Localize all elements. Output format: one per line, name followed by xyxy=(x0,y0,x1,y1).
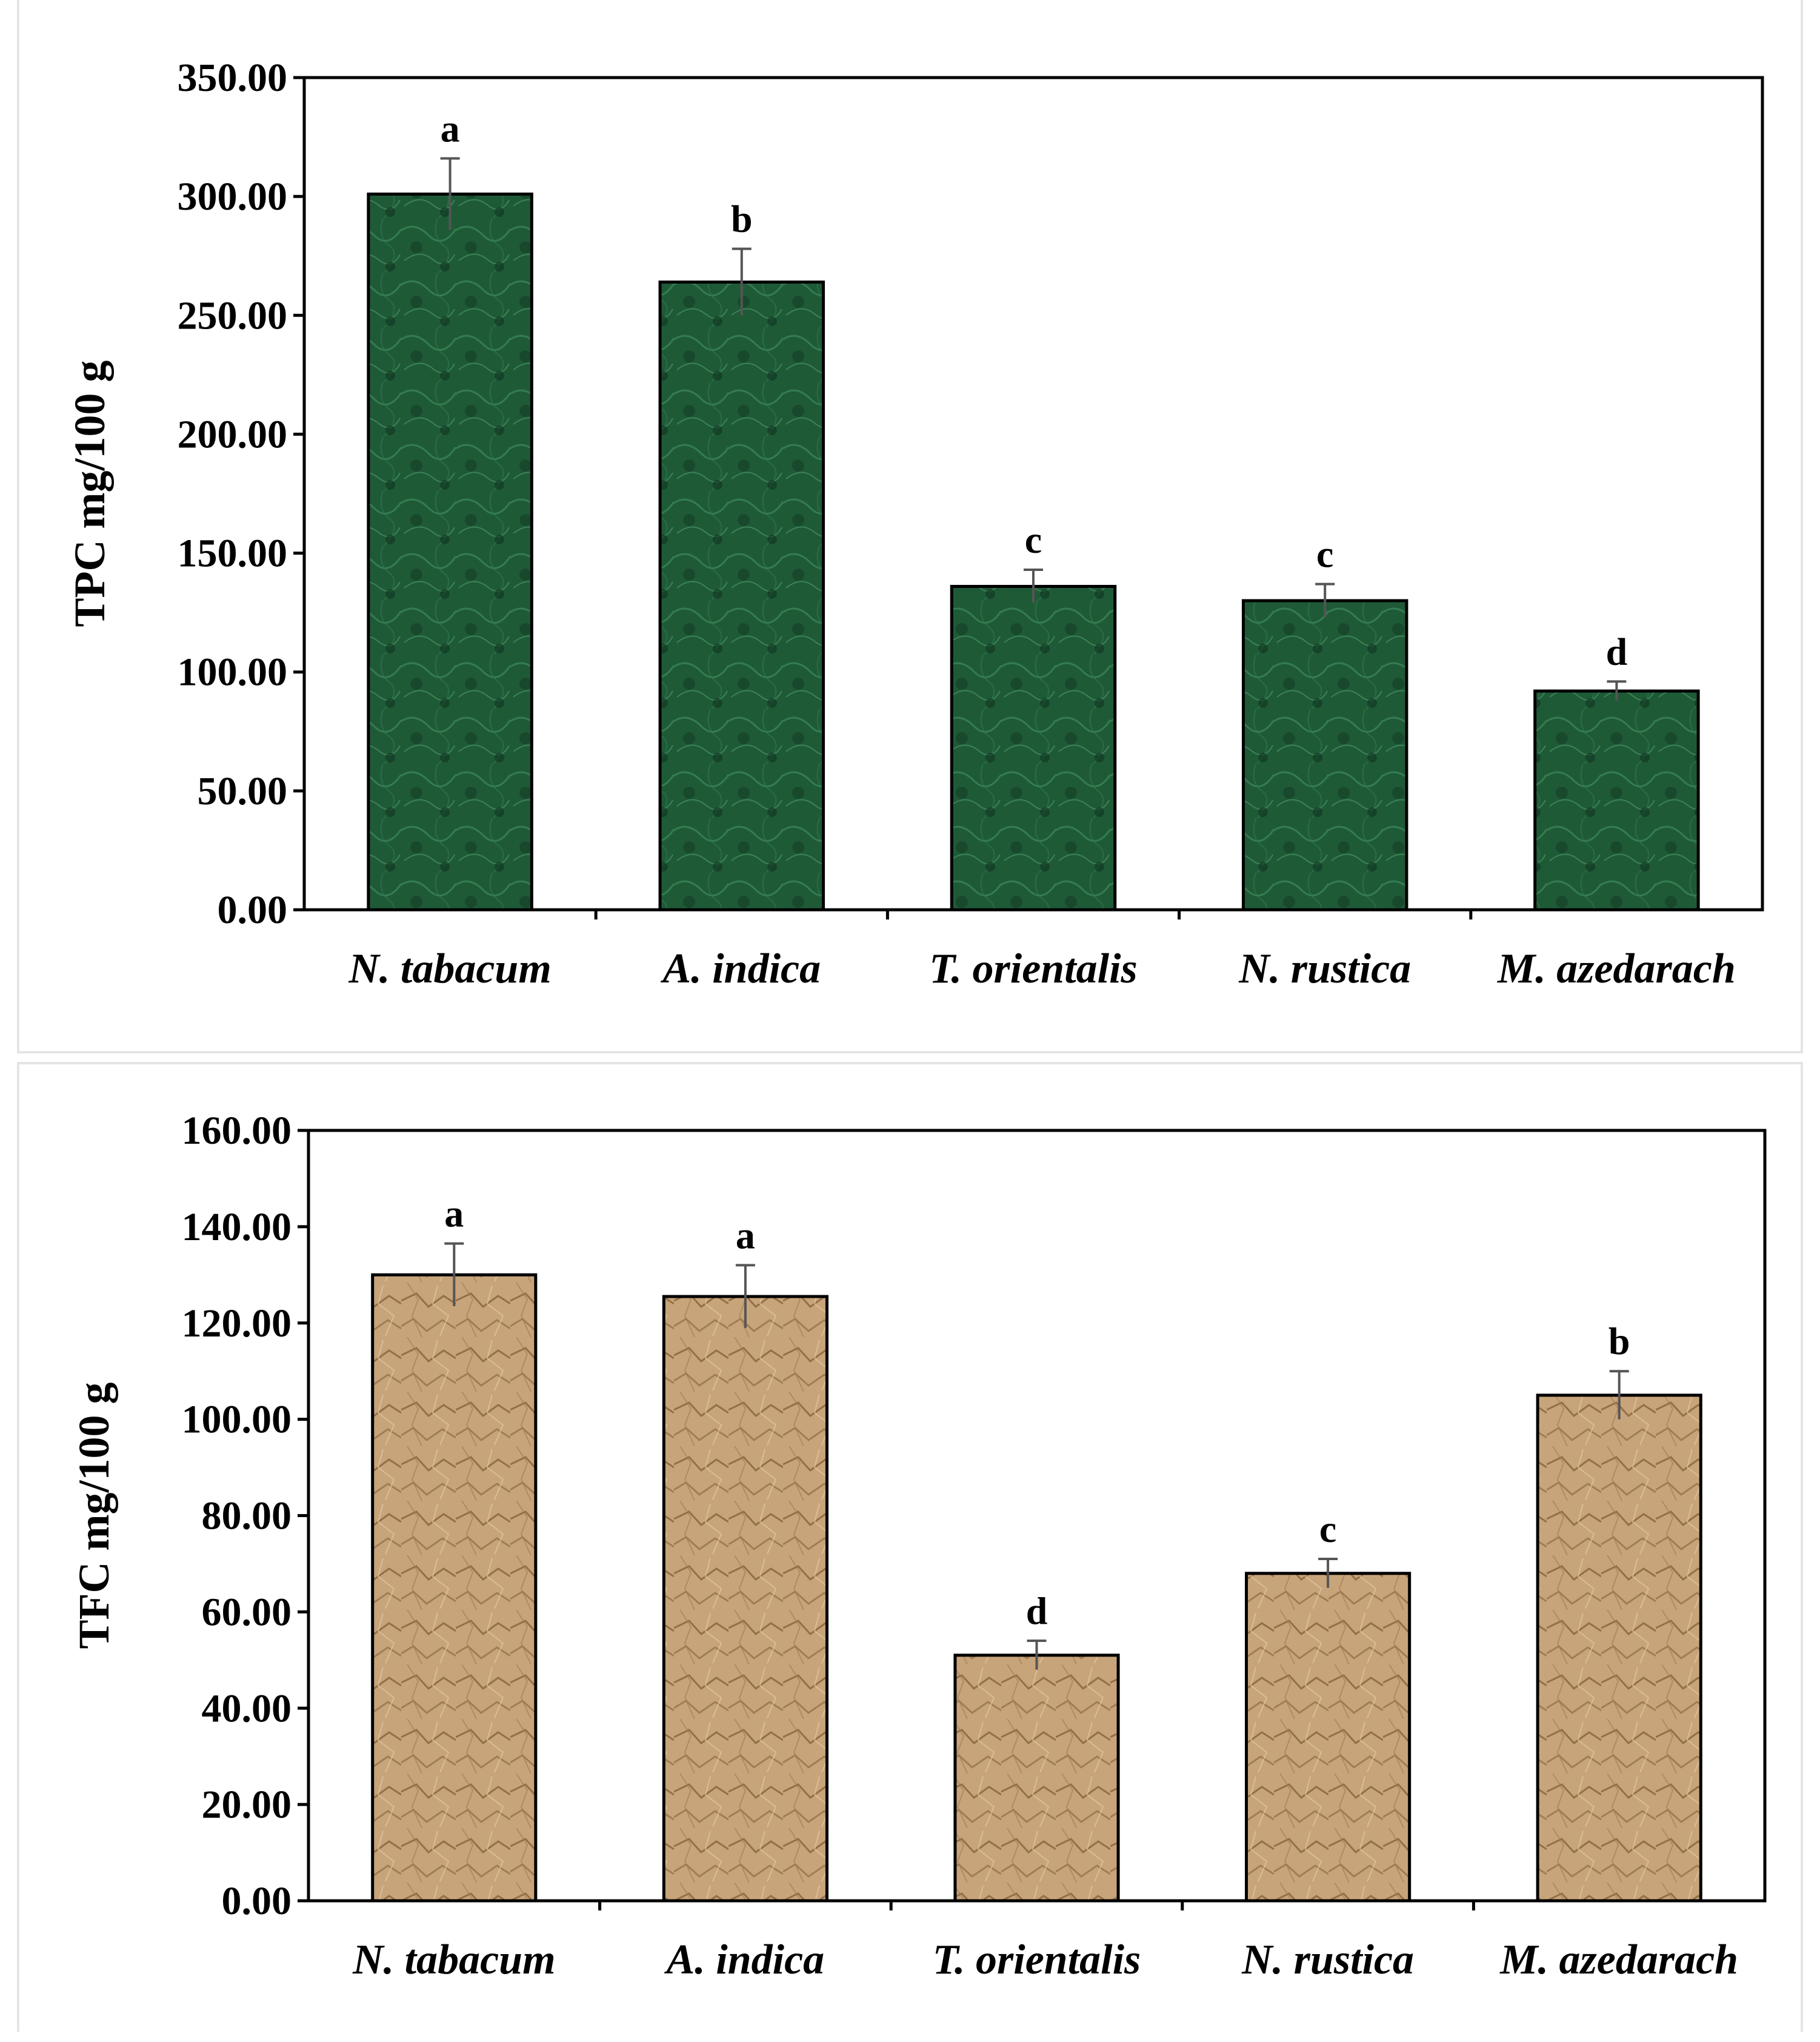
category-label: A. indica xyxy=(664,1937,825,1983)
y-axis-title: TFC mg/100 g xyxy=(70,1383,118,1649)
y-tick-label: 140.00 xyxy=(182,1205,292,1249)
bar xyxy=(953,1653,1120,1903)
category-label: N. tabacum xyxy=(352,1937,555,1983)
y-tick-label: 300.00 xyxy=(178,175,288,219)
significance-label: c xyxy=(1316,533,1333,576)
y-tick-label: 20.00 xyxy=(202,1783,292,1827)
y-tick-label: 40.00 xyxy=(202,1686,292,1730)
significance-label: a xyxy=(441,107,460,150)
y-tick-label: 0.00 xyxy=(222,1879,292,1923)
bar xyxy=(1245,1572,1412,1903)
bar xyxy=(662,1295,828,1903)
bar xyxy=(371,1273,538,1903)
y-tick-label: 100.00 xyxy=(178,650,288,695)
significance-label: b xyxy=(731,197,753,240)
tpc-chart: 0.00 50.00 100.00 150.00 200.00 250.00 300.00 3… xyxy=(65,56,1764,992)
significance-label: a xyxy=(444,1192,464,1235)
y-tick-label: 100.00 xyxy=(182,1398,292,1442)
y-tick-label: 50.00 xyxy=(198,769,288,813)
category-label: T. orientalis xyxy=(933,1937,1141,1983)
y-tick-label: 80.00 xyxy=(202,1494,292,1538)
significance-label: a xyxy=(736,1213,755,1256)
category-label: A. indica xyxy=(661,946,821,992)
y-tick-label: 200.00 xyxy=(178,412,288,456)
y-axis-title: TPC mg/100 g xyxy=(65,361,114,627)
y-tick-label: 150.00 xyxy=(178,532,288,576)
significance-label: d xyxy=(1606,630,1628,673)
bar xyxy=(1533,689,1700,912)
category-label: N. tabacum xyxy=(348,946,551,992)
y-tick-label: 0.00 xyxy=(218,888,288,932)
bar xyxy=(658,280,825,912)
bar xyxy=(1241,599,1408,912)
significance-label: b xyxy=(1608,1320,1630,1363)
category-label: N. rustica xyxy=(1241,1937,1414,1983)
y-tick-label: 60.00 xyxy=(202,1590,292,1634)
bar xyxy=(950,584,1117,912)
tpc-chart-panel: 0.00 50.00 100.00 150.00 200.00 250.00 300.00 3… xyxy=(17,0,1803,1053)
tfc-chart: 0.00 20.00 40.00 60.00 80.00 100.00 120.00 140.… xyxy=(70,1109,1767,1983)
significance-label: d xyxy=(1026,1589,1048,1632)
category-label: T. orientalis xyxy=(929,946,1138,992)
category-label: M. azedarach xyxy=(1497,946,1736,992)
category-label: M. azedarach xyxy=(1499,1937,1738,1983)
significance-label: c xyxy=(1319,1507,1336,1550)
bar xyxy=(1536,1393,1702,1903)
y-tick-label: 350.00 xyxy=(178,56,288,100)
y-tick-label: 160.00 xyxy=(182,1109,292,1153)
y-tick-label: 250.00 xyxy=(178,293,288,338)
bar xyxy=(367,192,533,912)
y-tick-label: 120.00 xyxy=(182,1301,292,1346)
category-label: N. rustica xyxy=(1238,946,1411,992)
significance-label: c xyxy=(1025,518,1042,561)
tfc-chart-panel: 0.00 20.00 40.00 60.00 80.00 100.00 120.00 140.… xyxy=(17,1062,1803,2032)
